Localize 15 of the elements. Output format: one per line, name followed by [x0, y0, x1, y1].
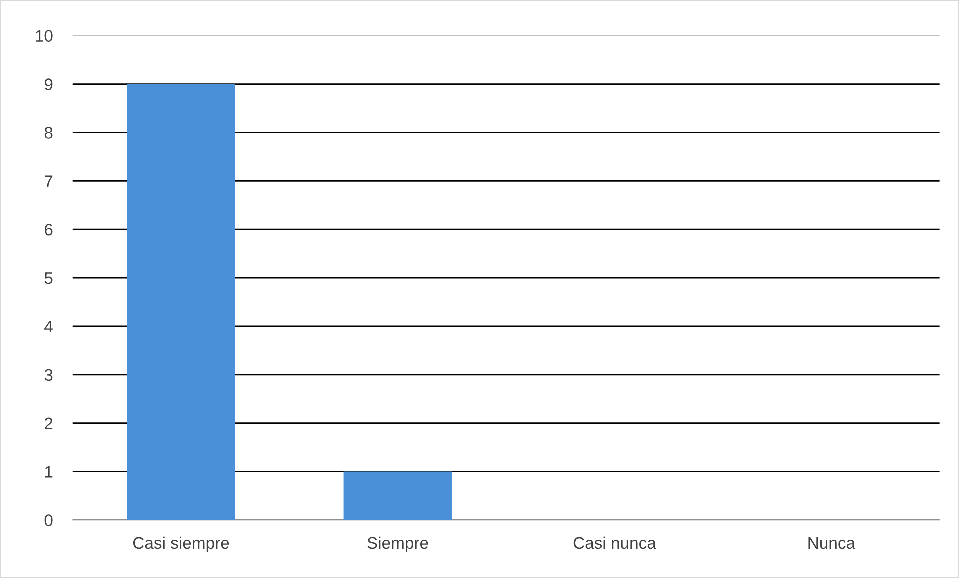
y-tick-label: 0: [44, 514, 53, 526]
y-tick-label: 5: [44, 272, 53, 284]
y-tick-label: 4: [44, 321, 53, 332]
x-tick-label: Casi nunca: [574, 536, 656, 550]
x-tick-label: Nunca: [808, 537, 856, 550]
x-tick-label: Siempre: [368, 536, 428, 552]
x-tick-label: Casi siempre: [133, 536, 230, 552]
y-tick-label: 1: [45, 466, 53, 478]
y-tick-label: 9: [44, 78, 53, 90]
y-tick-label: 2: [45, 418, 53, 430]
y-tick-label: 3: [44, 369, 53, 382]
y-tick-label: 6: [45, 224, 53, 236]
y-tick-label: 10: [36, 30, 53, 42]
y-tick-label: 7: [45, 176, 53, 188]
y-tick-label: 8: [44, 127, 53, 139]
